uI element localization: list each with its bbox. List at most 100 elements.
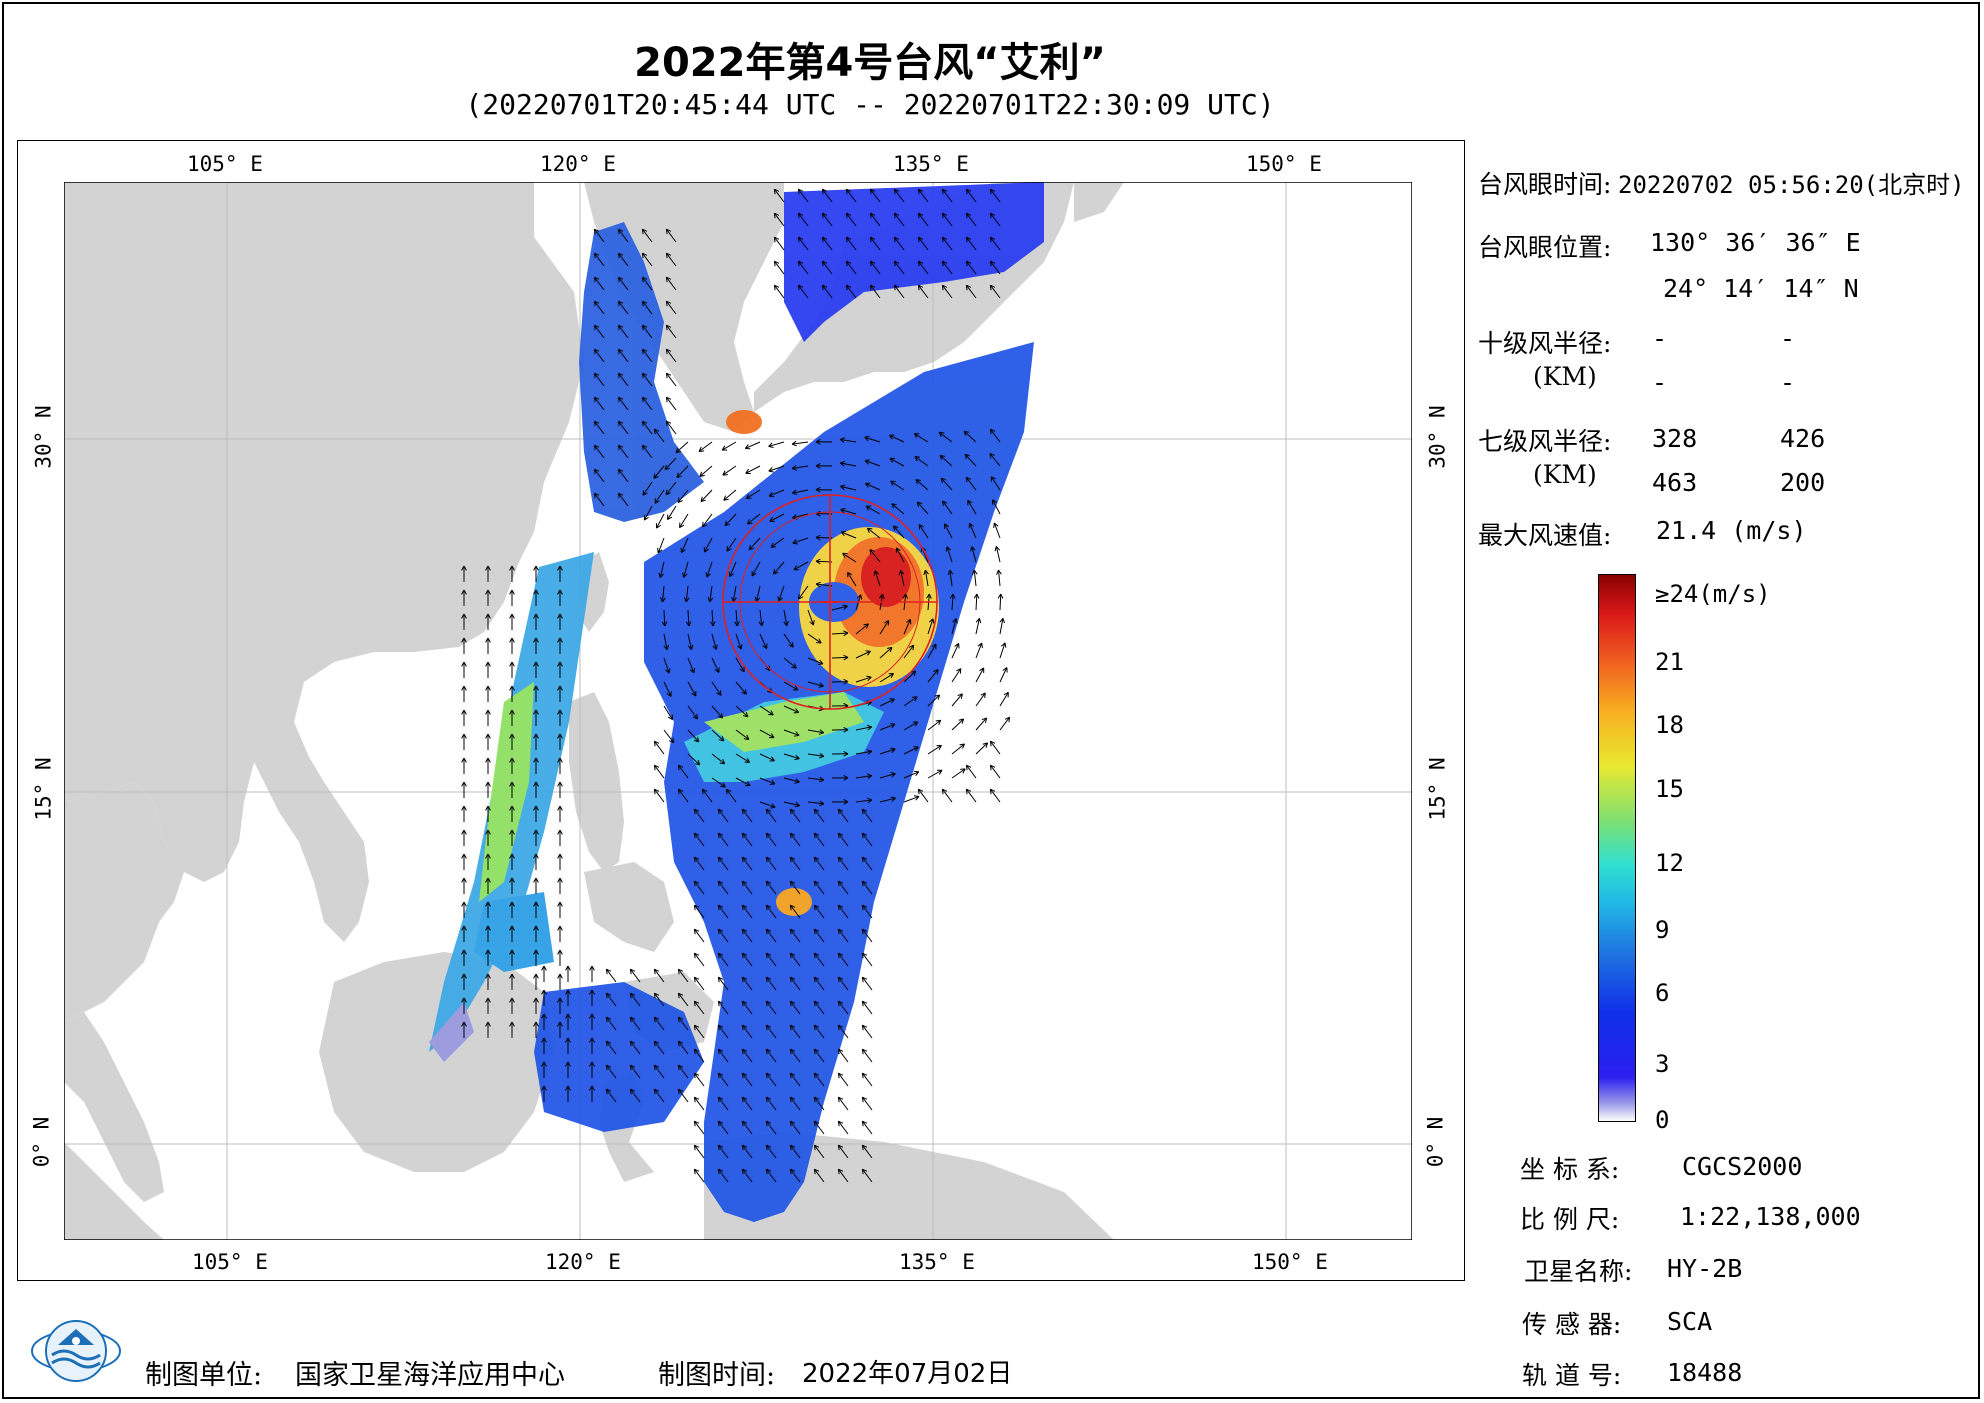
- wind-arrow: [694, 1072, 705, 1087]
- wind-arrow-head: [769, 783, 775, 786]
- wind-arrow-head: [742, 976, 748, 980]
- wind-arrow-head: [742, 928, 748, 932]
- wind-arrow: [855, 623, 869, 635]
- wind-arrow-head: [718, 1120, 724, 1124]
- wind-arrow: [807, 609, 814, 626]
- wind-arrow-head: [726, 788, 732, 792]
- wind-arrow-head: [559, 997, 563, 1003]
- wind-arrow-head: [533, 877, 537, 883]
- wind-arrow-head: [840, 531, 845, 537]
- wind-arrow-head: [694, 1096, 700, 1100]
- wind-arrow: [989, 453, 1001, 467]
- wind-arrow-head: [535, 973, 539, 979]
- wind-arrow-head: [912, 696, 918, 698]
- wind-arrow-head: [696, 713, 698, 719]
- wind-arrow-head: [641, 301, 644, 307]
- r7-value-ne: 328: [1652, 424, 1698, 453]
- wind-arrow-head: [653, 969, 656, 975]
- wind-arrow: [643, 505, 653, 521]
- wind-arrow-head: [913, 433, 918, 439]
- wind-arrow-head: [535, 829, 539, 835]
- wind-arrow-head: [768, 445, 774, 449]
- wind-arrow-head: [729, 573, 734, 578]
- wind-arrow-head: [822, 188, 828, 192]
- wind-arrow: [742, 832, 753, 847]
- wind-arrow-head: [605, 993, 608, 999]
- wind-arrow: [618, 372, 629, 387]
- wind-arrow: [694, 832, 705, 847]
- wind-arrow-head: [813, 1169, 816, 1175]
- wind-arrow: [942, 188, 953, 203]
- wind-arrow-head: [656, 524, 661, 529]
- wind-arrow-head: [754, 596, 757, 602]
- wind-arrow-head: [618, 372, 624, 376]
- wind-arrow: [814, 1048, 825, 1063]
- wind-arrow-head: [864, 459, 871, 461]
- wind-arrow-head: [955, 618, 958, 624]
- wind-arrow-head: [487, 805, 491, 811]
- wind-arrow: [735, 657, 745, 673]
- wind-arrow: [766, 856, 777, 871]
- wind-arrow-head: [559, 661, 563, 667]
- wind-arrow-head: [557, 997, 561, 1003]
- wind-arrow-head: [559, 709, 563, 715]
- wind-arrow: [742, 880, 753, 895]
- wind-arrow: [840, 508, 857, 515]
- wind-arrow: [807, 729, 824, 734]
- land-visayas: [584, 862, 674, 952]
- wind-arrow-head: [594, 228, 600, 232]
- wind-arrow: [918, 260, 929, 275]
- wind-arrow: [667, 505, 677, 520]
- wind-arrow: [927, 694, 940, 707]
- wind-arrow: [783, 681, 799, 691]
- wind-arrow-head: [533, 805, 537, 811]
- wind-arrow-head: [463, 829, 467, 835]
- satellite-value: HY-2B: [1667, 1254, 1743, 1283]
- wind-arrow-head: [889, 723, 895, 725]
- wind-arrow: [653, 465, 665, 479]
- wind-arrow-head: [798, 593, 800, 600]
- wind-arrow-head: [559, 613, 563, 619]
- lat-label-right-30: 30° N: [1425, 405, 1450, 469]
- wind-arrow: [792, 465, 809, 470]
- wind-arrow-head: [617, 349, 620, 355]
- wind-arrow-head: [789, 953, 792, 959]
- wind-arrow-head: [591, 965, 595, 971]
- wind-arrow-head: [866, 773, 873, 777]
- wind-arrow-head: [666, 693, 672, 697]
- wind-arrow: [964, 453, 977, 467]
- wind-arrow-head: [819, 776, 825, 781]
- wind-arrow-head: [845, 261, 848, 267]
- wind-arrow-head: [693, 739, 699, 743]
- wind-arrow-head: [765, 668, 771, 671]
- wind-arrow-head: [717, 1097, 720, 1103]
- wind-arrow-head: [746, 734, 750, 740]
- wind-arrow-head: [959, 743, 965, 746]
- wind-arrow-head: [861, 1169, 864, 1175]
- wind-arrow-head: [741, 1073, 744, 1079]
- wind-arrow-head: [789, 1001, 792, 1007]
- wind-arrow-head: [837, 809, 840, 815]
- wind-arrow-head: [559, 829, 563, 835]
- wind-arrow-head: [511, 757, 515, 763]
- wind-arrow-head: [463, 973, 467, 979]
- wind-arrow-head: [989, 261, 992, 267]
- wind-arrow-head: [814, 976, 820, 980]
- wind-arrow: [666, 372, 677, 387]
- wind-arrow-head: [957, 693, 963, 697]
- wind-arrow-head: [485, 949, 489, 955]
- wind-arrow: [678, 764, 689, 779]
- wind-arrow-head: [935, 719, 941, 722]
- wind-arrow-head: [511, 1021, 515, 1027]
- wind-arrow-head: [461, 901, 465, 907]
- wind-arrow-head: [846, 284, 852, 288]
- wind-arrow-head: [618, 228, 624, 232]
- wind-arrow-head: [843, 801, 849, 805]
- wind-arrow-head: [559, 925, 563, 931]
- wind-arrow-head: [798, 284, 804, 288]
- wind-arrow-head: [716, 692, 722, 696]
- wind-arrow: [793, 561, 809, 571]
- wind-arrow-head: [617, 301, 620, 307]
- wind-arrow-head: [840, 507, 846, 510]
- wind-arrow: [999, 692, 1009, 707]
